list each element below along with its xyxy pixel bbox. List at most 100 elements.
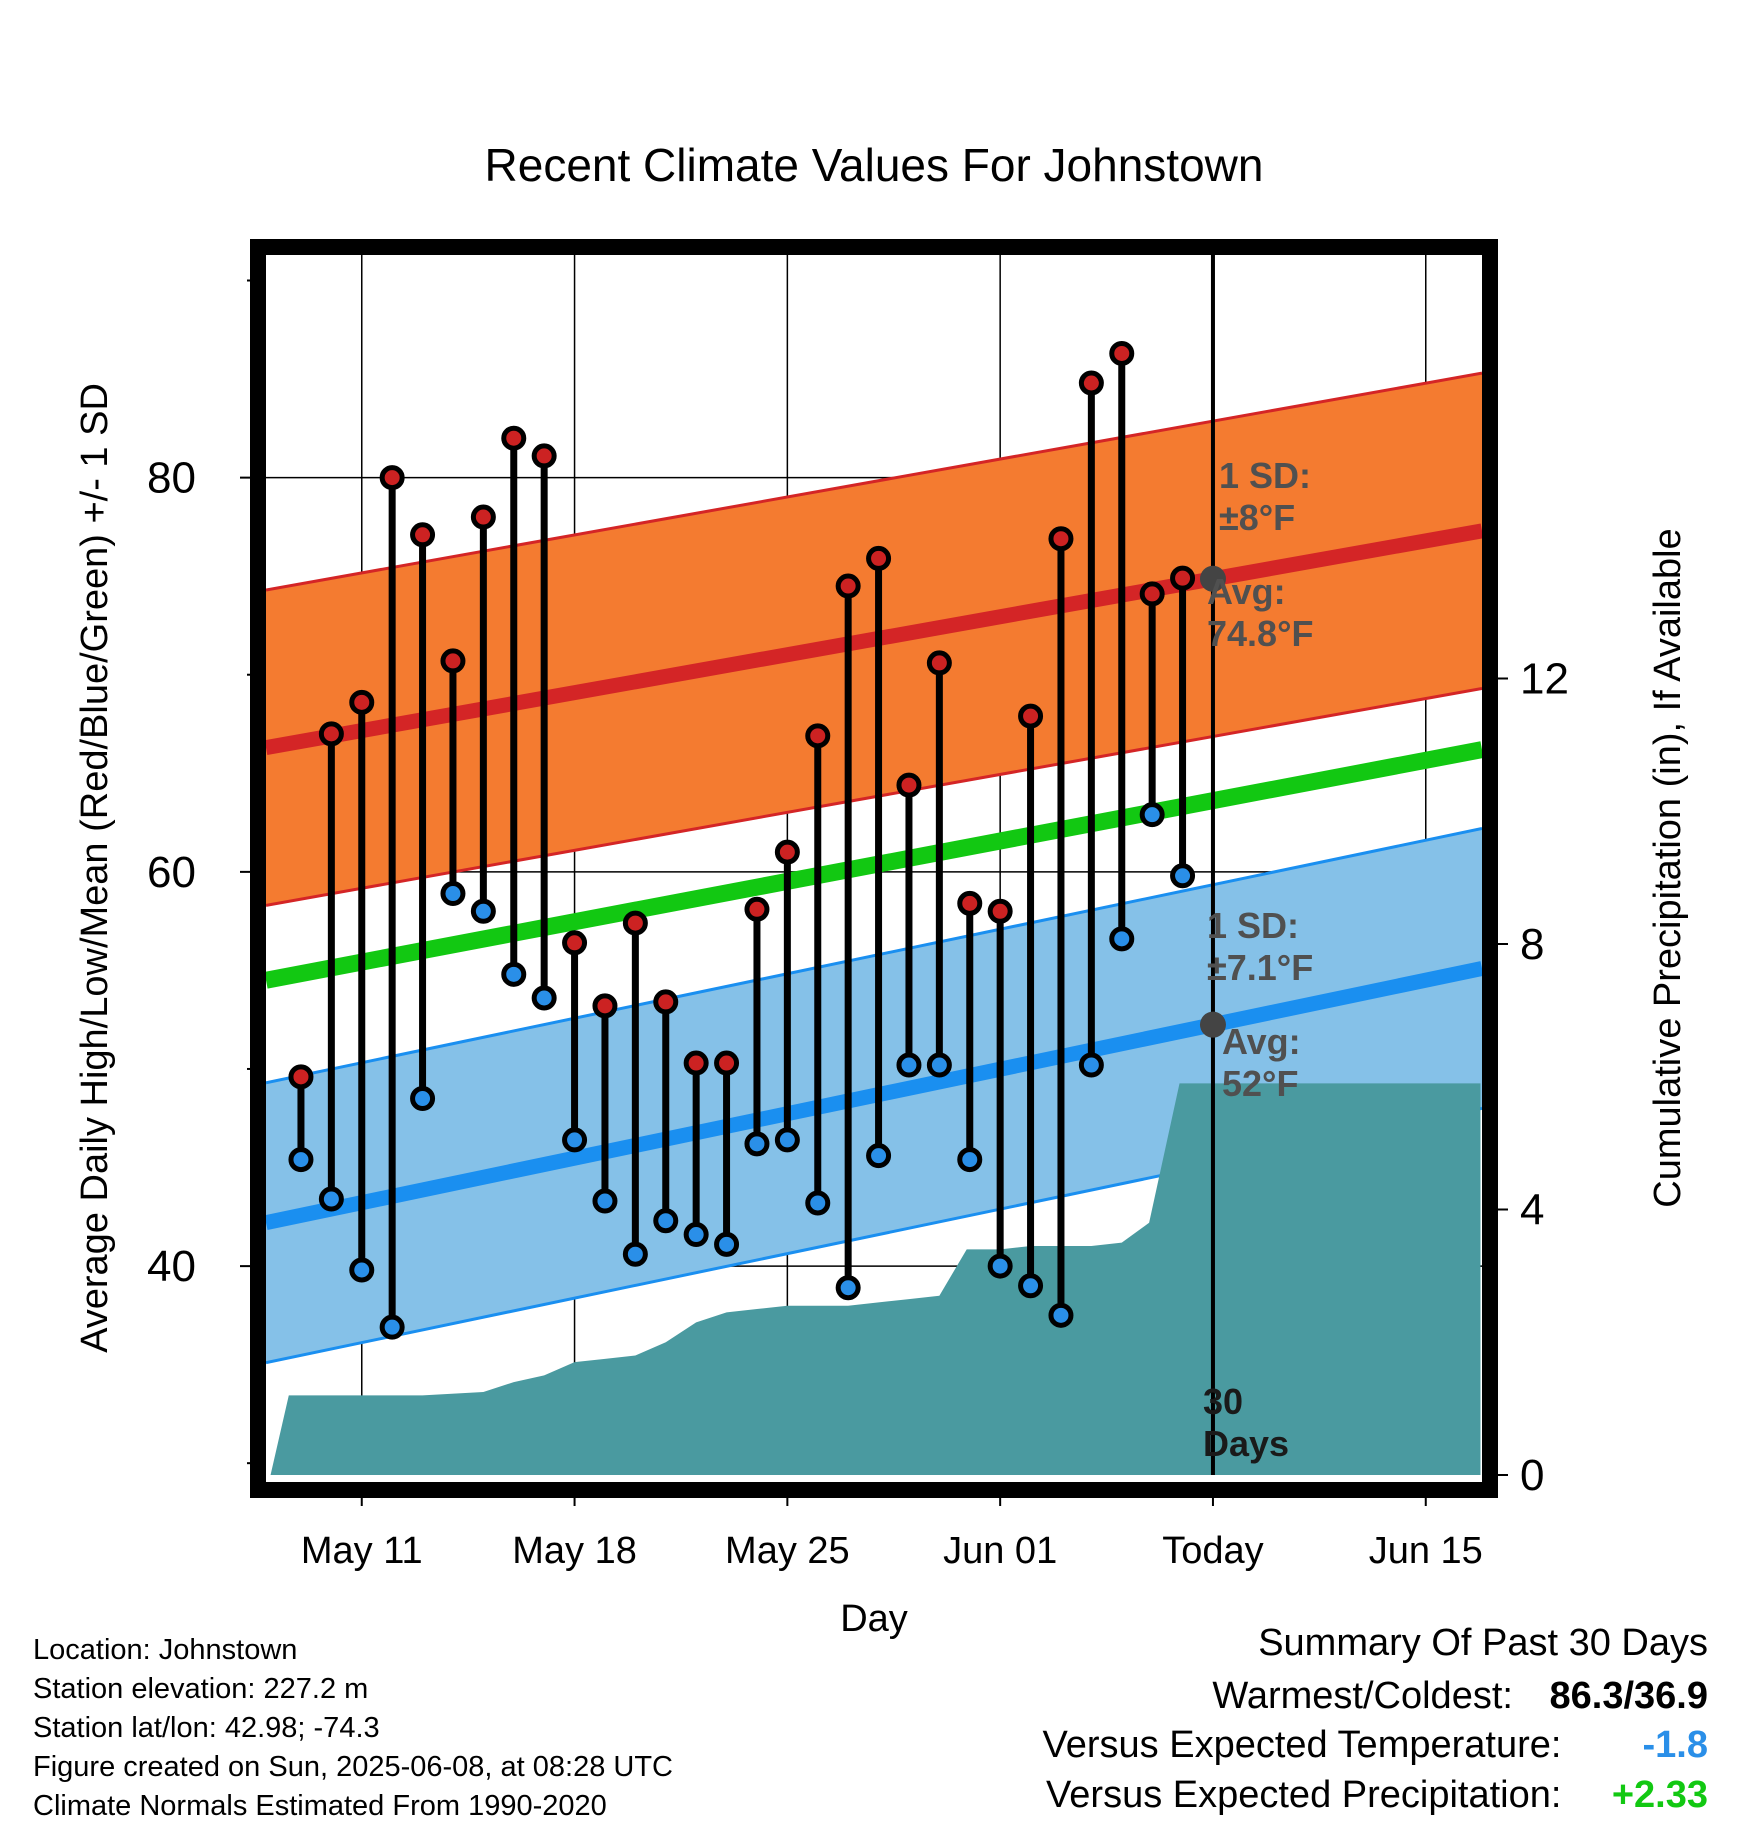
- summary-warmest-label: Warmest/Coldest:: [1212, 1675, 1513, 1717]
- normals-text: Climate Normals Estimated From 1990-2020: [33, 1790, 607, 1822]
- daily-low-point: [1139, 802, 1165, 828]
- daily-high-point: [288, 1064, 314, 1090]
- daily-high-point: [1109, 340, 1135, 366]
- location-text: Location: Johnstown: [33, 1634, 298, 1666]
- chart-title: Recent Climate Values For Johnstown: [485, 139, 1264, 191]
- daily-high-point: [896, 772, 922, 798]
- y-axis-label: Average Daily High/Low/Mean (Red/Blue/Gr…: [74, 383, 116, 1353]
- daily-high-point: [714, 1050, 740, 1076]
- summary-warmest-row: Warmest/Coldest: 86.3/36.9: [1212, 1675, 1708, 1718]
- daily-high-point: [683, 1050, 709, 1076]
- y2-tick-label: 4: [1520, 1185, 1544, 1234]
- daily-low-point: [653, 1208, 679, 1234]
- daily-high-point: [1048, 526, 1074, 552]
- daily-high-point: [866, 545, 892, 571]
- x-tick-label: May 11: [301, 1530, 423, 1572]
- daily-low-point: [592, 1188, 618, 1214]
- y2-tick-label: 12: [1520, 654, 1569, 703]
- daily-low-point: [896, 1052, 922, 1078]
- daily-low-point: [1048, 1302, 1074, 1328]
- daily-low-point: [714, 1231, 740, 1257]
- high-sd-band-lower-edge: [266, 687, 1482, 907]
- summary-temp-row: Versus Expected Temperature: -1.8: [1043, 1724, 1708, 1767]
- daily-low-point: [470, 898, 496, 924]
- daily-high-point: [562, 930, 588, 956]
- daily-high-point: [622, 910, 648, 936]
- daily-low-point: [501, 961, 527, 987]
- daily-high-point: [318, 721, 344, 747]
- daily-low-point: [288, 1147, 314, 1173]
- x-tick-label: May 18: [512, 1530, 637, 1572]
- latlon-text: Station lat/lon: 42.98; -74.3: [33, 1712, 380, 1744]
- y2-tick-label: 8: [1520, 920, 1544, 969]
- y-tick-label: 80: [147, 454, 196, 503]
- x-tick-label: Jun 15: [1369, 1530, 1483, 1572]
- days-annotation: 30 Days: [1203, 1381, 1289, 1464]
- y-tick-label: 40: [147, 1242, 196, 1291]
- daily-low-point: [926, 1052, 952, 1078]
- summary-precip-row: Versus Expected Precipitation: +2.33: [1046, 1774, 1708, 1817]
- summary-temp-value: -1.8: [1642, 1724, 1708, 1766]
- daily-high-point: [379, 465, 405, 491]
- daily-high-point: [653, 989, 679, 1015]
- daily-high-point: [1078, 370, 1104, 396]
- plot-frame: [250, 239, 1498, 1498]
- x-axis-label: Day: [840, 1598, 908, 1640]
- normal-mean-line: [266, 741, 1482, 989]
- daily-high-point: [987, 898, 1013, 924]
- y2-tick-label: 0: [1520, 1451, 1544, 1500]
- daily-low-point: [835, 1275, 861, 1301]
- low-sd-annotation: 1 SD: ±7.1°F: [1207, 905, 1313, 988]
- normal-high-line: [266, 523, 1482, 756]
- daily-low-point: [957, 1147, 983, 1173]
- summary-precip-label: Versus Expected Precipitation:: [1046, 1774, 1562, 1816]
- daily-low-point: [805, 1190, 831, 1216]
- summary-title: Summary Of Past 30 Days: [1258, 1622, 1708, 1664]
- summary-warmest-value: 86.3/36.9: [1549, 1675, 1708, 1717]
- elevation-text: Station elevation: 227.2 m: [33, 1673, 369, 1705]
- daily-low-point: [774, 1127, 800, 1153]
- y2-axis-label: Cumulative Precipitation (in), If Availa…: [1647, 528, 1689, 1207]
- daily-low-point: [562, 1127, 588, 1153]
- summary-precip-value: +2.33: [1611, 1774, 1708, 1816]
- daily-low-point: [1170, 863, 1196, 889]
- daily-high-point: [1170, 565, 1196, 591]
- daily-high-point: [531, 443, 557, 469]
- daily-low-point: [531, 985, 557, 1011]
- daily-low-point: [440, 881, 466, 907]
- daily-low-point: [987, 1253, 1013, 1279]
- daily-low-point: [622, 1241, 648, 1267]
- daily-low-point: [1078, 1052, 1104, 1078]
- summary-temp-label: Versus Expected Temperature:: [1042, 1724, 1562, 1766]
- daily-high-point: [410, 522, 436, 548]
- daily-low-point: [1018, 1273, 1044, 1299]
- daily-high-point: [805, 723, 831, 749]
- x-tick-label: Jun 01: [943, 1530, 1057, 1572]
- daily-high-point: [1018, 703, 1044, 729]
- high-sd-band-upper-edge: [266, 371, 1482, 592]
- daily-low-point: [410, 1086, 436, 1112]
- low-avg-dot: [1199, 1011, 1226, 1038]
- daily-low-point: [866, 1143, 892, 1169]
- x-tick-label: Today: [1162, 1530, 1263, 1572]
- daily-low-point: [683, 1222, 709, 1248]
- daily-high-point: [501, 425, 527, 451]
- high-avg-dot: [1199, 565, 1226, 592]
- daily-high-point: [592, 993, 618, 1019]
- y-tick-label: 60: [147, 848, 196, 897]
- low-avg-annotation: Avg: 52°F: [1222, 1021, 1301, 1104]
- precip-area: [270, 1083, 1481, 1475]
- daily-high-point: [440, 648, 466, 674]
- daily-low-point: [1109, 926, 1135, 952]
- created-text: Figure created on Sun, 2025-06-08, at 08…: [33, 1751, 673, 1783]
- normal-low-line: [266, 961, 1482, 1231]
- x-tick-label: May 25: [725, 1530, 850, 1572]
- daily-high-point: [835, 573, 861, 599]
- daily-low-point: [349, 1257, 375, 1283]
- daily-high-point: [926, 650, 952, 676]
- daily-low-point: [744, 1131, 770, 1157]
- daily-high-point: [744, 896, 770, 922]
- daily-high-point: [957, 890, 983, 916]
- daily-high-point: [1139, 581, 1165, 607]
